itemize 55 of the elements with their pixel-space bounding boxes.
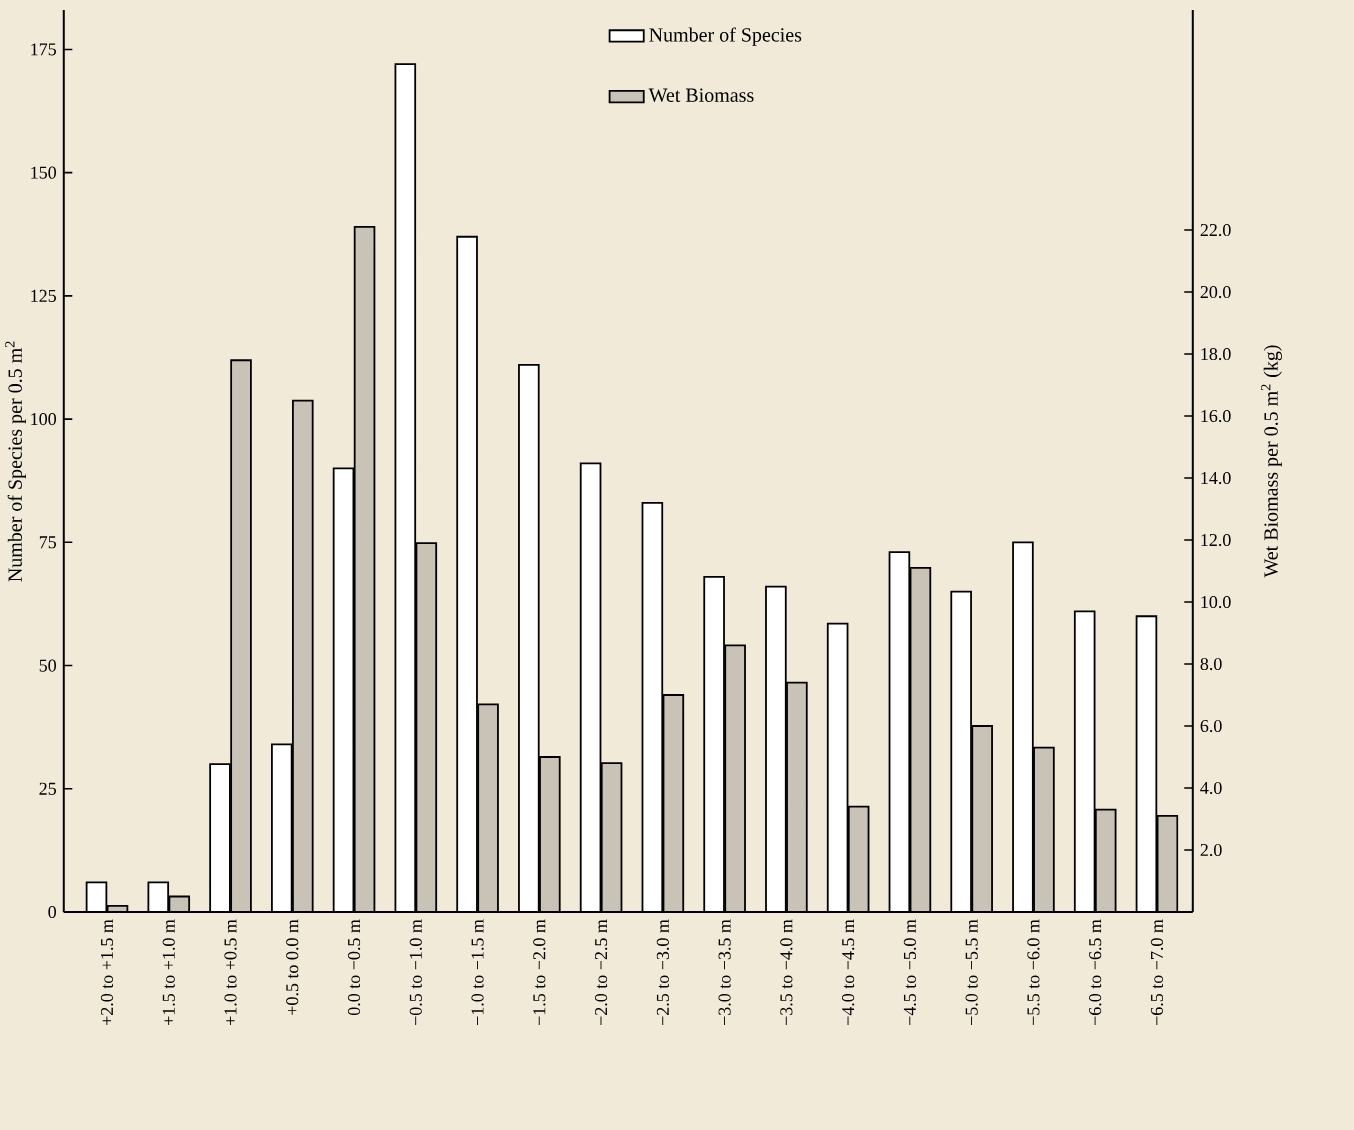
x-tick-label: +1.0 to +0.5 m bbox=[224, 919, 237, 1025]
x-tick-label: −3.0 to −3.5 m bbox=[718, 919, 731, 1025]
x-tick-label: −4.5 to −5.0 m bbox=[903, 919, 917, 1025]
x-tick-label: +2.0 to +1.5 m bbox=[100, 919, 114, 1025]
x-tick-label: −6.5 to −7.0 m bbox=[1150, 919, 1164, 1025]
y2-tick-label: 4.0 bbox=[1200, 781, 1222, 795]
legend-label: Number of Species bbox=[649, 27, 802, 46]
y-tick-label: 25 bbox=[39, 782, 57, 795]
legend-label: Wet Biomass bbox=[648, 88, 754, 103]
x-tick-label: +0.5 to 0.0 m bbox=[286, 919, 299, 1015]
x-tick-label: −5.5 to −6.0 m bbox=[1027, 919, 1040, 1025]
y2-axis-title: Wet Biomass per 0.5 m$^{2}$ (kg) bbox=[1261, 345, 1282, 578]
bar bbox=[292, 400, 313, 912]
x-tick-label: −2.5 to −3.0 m bbox=[656, 919, 669, 1025]
y2-tick-label: 16.0 bbox=[1201, 409, 1231, 423]
bar bbox=[271, 744, 292, 912]
x-tick-label: −3.5 to −4.0 m bbox=[780, 919, 793, 1025]
y2-tick-label: 22.0 bbox=[1200, 223, 1231, 237]
y-tick-label: 0 bbox=[48, 905, 57, 919]
bar bbox=[478, 704, 498, 912]
x-tick-label: −6.0 to −6.5 m bbox=[1089, 919, 1102, 1025]
bar bbox=[395, 64, 416, 912]
y-tick-label: 125 bbox=[31, 289, 57, 302]
x-tick-label: −5.0 to −5.5 m bbox=[965, 919, 978, 1025]
bar bbox=[1074, 611, 1095, 912]
x-tick-label: −4.0 to −4.5 m bbox=[842, 919, 855, 1025]
y2-tick-label: 2.0 bbox=[1200, 843, 1222, 857]
x-tick-label: −0.5 to −1.0 m bbox=[409, 919, 422, 1025]
y2-tick-label: 10.0 bbox=[1201, 595, 1231, 609]
x-tick-label: −1.0 to −1.5 m bbox=[471, 919, 484, 1025]
x-tick-label: +1.5 to +1.0 m bbox=[162, 919, 175, 1025]
bar bbox=[231, 360, 251, 912]
y2-tick-label: 20.0 bbox=[1200, 285, 1231, 299]
bar bbox=[580, 463, 601, 912]
y2-tick-label: 6.0 bbox=[1200, 719, 1222, 733]
bar bbox=[827, 623, 848, 912]
y-axis-title: Number of Species per 0.5 m$^{2}$ bbox=[5, 341, 26, 582]
bar bbox=[1135, 615, 1158, 912]
y2-tick-label: 12.0 bbox=[1201, 533, 1231, 547]
bar bbox=[518, 364, 539, 912]
bar bbox=[1013, 542, 1033, 912]
y2-tick-label: 8.0 bbox=[1200, 657, 1222, 671]
y2-tick-label: 18.0 bbox=[1201, 347, 1231, 361]
y-tick-label: 100 bbox=[31, 413, 57, 426]
y-tick-label: 150 bbox=[31, 166, 57, 179]
y2-tick-label: 14.0 bbox=[1201, 471, 1231, 485]
x-tick-label: 0.0 to −0.5 m bbox=[347, 919, 361, 1016]
bar bbox=[210, 764, 230, 912]
y-tick-label: 75 bbox=[39, 536, 57, 549]
x-tick-label: −1.5 to −2.0 m bbox=[533, 919, 546, 1025]
bar bbox=[457, 236, 477, 912]
y-tick-label: 175 bbox=[31, 43, 57, 56]
bar bbox=[539, 757, 560, 912]
x-tick-label: −2.0 to −2.5 m bbox=[594, 919, 608, 1025]
y-tick-label: 50 bbox=[39, 659, 57, 672]
